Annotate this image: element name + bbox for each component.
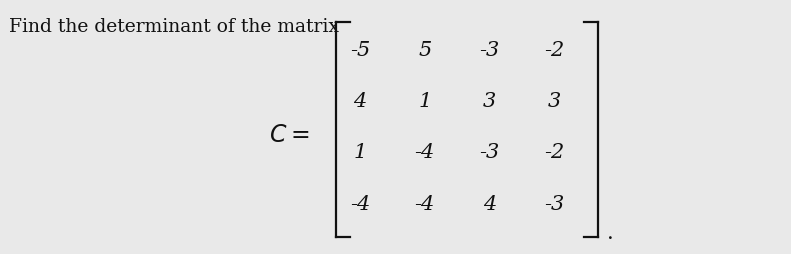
- Text: -3: -3: [479, 41, 500, 60]
- Text: $C=$: $C=$: [269, 123, 309, 146]
- Text: -4: -4: [414, 143, 435, 162]
- Text: -5: -5: [350, 41, 370, 60]
- Text: 1: 1: [418, 92, 431, 111]
- Text: -2: -2: [544, 41, 565, 60]
- Text: 3: 3: [483, 92, 496, 111]
- Text: 3: 3: [548, 92, 561, 111]
- Text: 1: 1: [354, 143, 366, 162]
- Text: -4: -4: [350, 194, 370, 213]
- Text: -4: -4: [414, 194, 435, 213]
- Text: 4: 4: [483, 194, 496, 213]
- Text: .: .: [607, 223, 614, 242]
- Text: -2: -2: [544, 143, 565, 162]
- Text: -3: -3: [479, 143, 500, 162]
- Text: 4: 4: [354, 92, 366, 111]
- Text: 5: 5: [418, 41, 431, 60]
- Text: -3: -3: [544, 194, 565, 213]
- Text: Find the determinant of the matrix: Find the determinant of the matrix: [9, 18, 339, 36]
